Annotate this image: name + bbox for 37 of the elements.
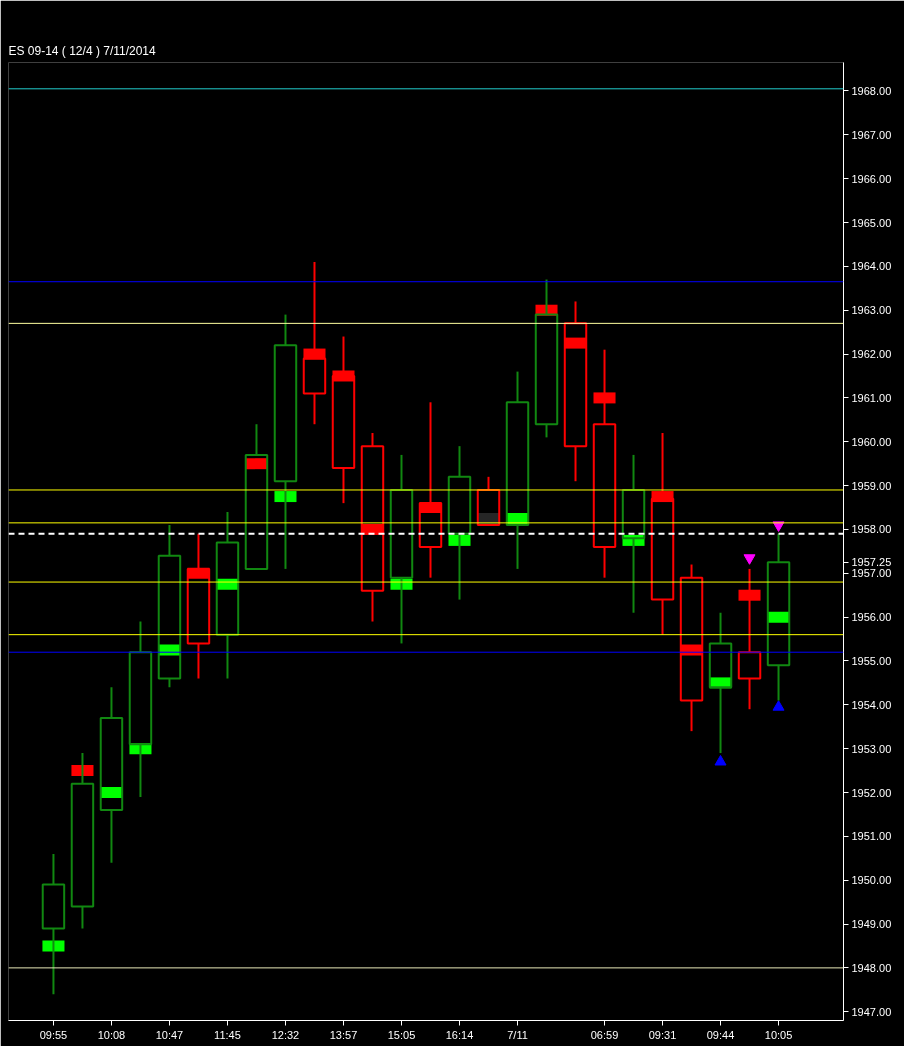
y-tick-label: 1953.00	[851, 742, 892, 755]
y-tick-label: 1951.00	[851, 830, 892, 843]
x-tick-label: 09:44	[706, 1028, 735, 1041]
y-tick-label: 1966.00	[851, 172, 892, 185]
x-tick-label: 12:32	[271, 1028, 300, 1041]
x-tick-label: 09:31	[648, 1028, 677, 1041]
y-tick-label: 1965.00	[851, 216, 892, 229]
x-tick-label: 15:05	[387, 1028, 416, 1041]
y-tick-label: 1948.00	[851, 961, 892, 974]
x-tick-label: 11:45	[214, 1028, 241, 1041]
y-tick-label: 1968.00	[851, 85, 892, 97]
x-tick-label: 06:59	[590, 1028, 619, 1041]
chart-title: ES 09-14 ( 12/4 ) 7/11/2014	[8, 43, 157, 58]
y-tick-label: 1949.00	[851, 918, 892, 931]
y-tick-label: 1957.25	[851, 556, 892, 569]
y-tick-label: 1947.00	[851, 1005, 892, 1018]
x-tick-label: 7/11	[507, 1028, 528, 1041]
x-tick-label: 09:55	[39, 1028, 68, 1041]
x-tick-label: 10:08	[97, 1028, 126, 1041]
y-tick-label: 1960.00	[851, 435, 892, 448]
y-tick-label: 1964.00	[851, 260, 892, 273]
y-tick-label: 1963.00	[851, 304, 892, 317]
y-tick-label: 1967.00	[851, 128, 892, 141]
x-tick-label: 16:14	[445, 1028, 474, 1041]
y-tick-label: 1954.00	[851, 698, 892, 711]
y-tick-label: 1958.00	[851, 523, 892, 536]
y-tick-label: 1956.00	[851, 611, 892, 624]
y-tick-label: 1950.00	[851, 874, 892, 887]
x-tick-label: 10:05	[764, 1028, 793, 1041]
y-tick-label: 1961.00	[851, 391, 892, 404]
y-tick-label: 1957.00	[851, 567, 892, 580]
x-tick-label: 13:57	[329, 1028, 358, 1041]
y-tick-label: 1959.00	[851, 479, 892, 492]
y-tick-label: 1962.00	[851, 348, 892, 361]
x-tick-label: 10:47	[155, 1028, 184, 1041]
y-tick-label: 1952.00	[851, 786, 892, 799]
y-tick-label: 1955.00	[851, 654, 892, 667]
